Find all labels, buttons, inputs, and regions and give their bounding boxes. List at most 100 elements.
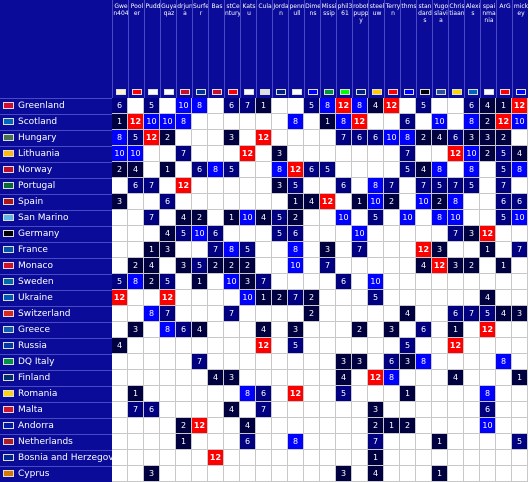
- score-cell: 12: [448, 338, 464, 354]
- score-cell: 8: [208, 162, 224, 178]
- score-cell: [496, 402, 512, 418]
- score-cell: 2: [304, 290, 320, 306]
- score-cell: [432, 98, 448, 114]
- score-cell: 10: [432, 114, 448, 130]
- score-cell: [176, 338, 192, 354]
- score-cell: 2: [480, 146, 496, 162]
- voter-flag-icon: [388, 89, 398, 95]
- country-flag-icon: [3, 358, 14, 365]
- score-cell: [400, 274, 416, 290]
- score-cell: [400, 402, 416, 418]
- score-cell: 6: [416, 322, 432, 338]
- score-cell: [272, 338, 288, 354]
- score-cell: 2: [240, 258, 256, 274]
- score-cell: [512, 290, 528, 306]
- score-cell: [208, 418, 224, 434]
- score-cell: 1: [176, 434, 192, 450]
- score-cell: [496, 338, 512, 354]
- score-cell: [480, 178, 496, 194]
- score-cell: 10: [448, 210, 464, 226]
- score-cell: 12: [448, 146, 464, 162]
- score-cell: 7: [144, 178, 160, 194]
- score-cell: [112, 258, 128, 274]
- score-cell: [432, 226, 448, 242]
- score-cell: [336, 402, 352, 418]
- country-row-label: Sweden: [0, 274, 112, 290]
- score-cell: 10: [352, 226, 368, 242]
- score-cell: 12: [208, 450, 224, 466]
- score-cell: [272, 114, 288, 130]
- score-cell: [208, 402, 224, 418]
- score-cell: 5: [496, 162, 512, 178]
- score-cell: [384, 290, 400, 306]
- score-cell: [352, 146, 368, 162]
- country-row-label: Hungary: [0, 130, 112, 146]
- score-cell: [240, 402, 256, 418]
- country-flag-icon: [3, 438, 14, 445]
- score-cell: [464, 338, 480, 354]
- score-cell: 6: [144, 402, 160, 418]
- score-cell: [416, 306, 432, 322]
- voter-flag-icon: [276, 89, 286, 95]
- score-cell: 3: [368, 402, 384, 418]
- score-cell: 1: [352, 194, 368, 210]
- country-name: Portugal: [18, 181, 56, 191]
- score-cell: [272, 194, 288, 210]
- score-cell: [336, 290, 352, 306]
- score-cell: 8: [368, 178, 384, 194]
- score-cell: [432, 274, 448, 290]
- score-cell: [176, 450, 192, 466]
- score-cell: [512, 274, 528, 290]
- score-cell: [320, 434, 336, 450]
- score-cell: 7: [176, 146, 192, 162]
- score-cell: 6: [336, 178, 352, 194]
- score-cell: 6: [400, 114, 416, 130]
- country-name: Malta: [18, 405, 43, 415]
- score-cell: 6: [256, 386, 272, 402]
- score-cell: [400, 226, 416, 242]
- voter-flag-icon: [132, 89, 142, 95]
- score-cell: [176, 274, 192, 290]
- score-cell: [496, 290, 512, 306]
- score-cell: [512, 226, 528, 242]
- score-cell: 10: [400, 210, 416, 226]
- score-cell: 7: [368, 434, 384, 450]
- column-header: steeluw: [368, 0, 384, 98]
- voter-name: Yugoslavia: [433, 3, 448, 24]
- score-cell: 7: [256, 274, 272, 290]
- voter-flag-icon: [500, 89, 510, 95]
- score-cell: [288, 306, 304, 322]
- score-cell: [272, 98, 288, 114]
- score-cell: [512, 258, 528, 274]
- score-cell: [448, 290, 464, 306]
- score-cell: [144, 322, 160, 338]
- score-cell: [416, 386, 432, 402]
- score-cell: [144, 194, 160, 210]
- score-cell: [304, 402, 320, 418]
- score-cell: [416, 274, 432, 290]
- column-header: Terryn: [384, 0, 400, 98]
- score-cell: [320, 338, 336, 354]
- score-cell: [464, 386, 480, 402]
- score-cell: 2: [352, 322, 368, 338]
- country-row-label: Netherlands: [0, 434, 112, 450]
- score-cell: [240, 178, 256, 194]
- score-cell: 10: [512, 210, 528, 226]
- country-row-label: France: [0, 242, 112, 258]
- country-name: France: [18, 245, 48, 255]
- score-cell: [208, 114, 224, 130]
- score-cell: [304, 210, 320, 226]
- score-cell: [480, 258, 496, 274]
- column-header: Pooler: [128, 0, 144, 98]
- voter-flag-icon: [468, 89, 478, 95]
- country-row-label: Scotland: [0, 114, 112, 130]
- country-row-label: Germany: [0, 226, 112, 242]
- score-cell: [240, 338, 256, 354]
- score-cell: [208, 194, 224, 210]
- column-header: Jordan: [272, 0, 288, 98]
- score-cell: 2: [496, 130, 512, 146]
- score-cell: 12: [480, 322, 496, 338]
- score-cell: 4: [240, 418, 256, 434]
- score-cell: 10: [336, 210, 352, 226]
- score-cell: [208, 130, 224, 146]
